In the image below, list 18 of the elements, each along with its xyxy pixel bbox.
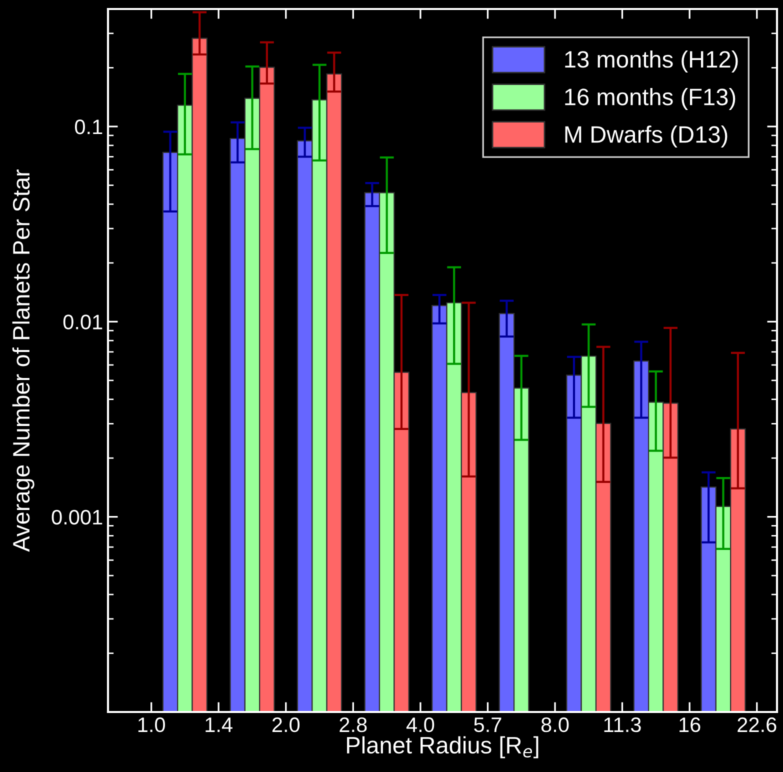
x-tick-label: 1.4 (206, 718, 232, 732)
legend-label: M Dwarfs (D13) (565, 126, 728, 148)
x-tick-label: 5.7 (474, 718, 502, 732)
x-tick-label: 1.0 (138, 717, 165, 732)
x-tick-label: 16 (680, 717, 700, 732)
x-tick-label: 11.3 (604, 717, 641, 732)
x-tick-label: 8.0 (541, 717, 569, 732)
x-tick-label: 22.6 (738, 717, 776, 732)
x-tick-label: 4.0 (406, 717, 434, 732)
x-axis-title: Planet Radius [R$_{e}$] (347, 736, 538, 758)
x-tick-label: 2.8 (340, 717, 367, 732)
y-axis-title: Average Number of Planets Per Star (12, 169, 34, 552)
legend-label: 13 months (H12) (565, 50, 738, 72)
y-tick-label: 0.001 (52, 510, 102, 525)
x-tick-label: 2.0 (272, 717, 300, 732)
y-tick-label: 0.1 (74, 120, 102, 134)
legend-label: 16 months (F13) (565, 88, 736, 110)
y-tick-label: 0.01 (63, 314, 102, 330)
